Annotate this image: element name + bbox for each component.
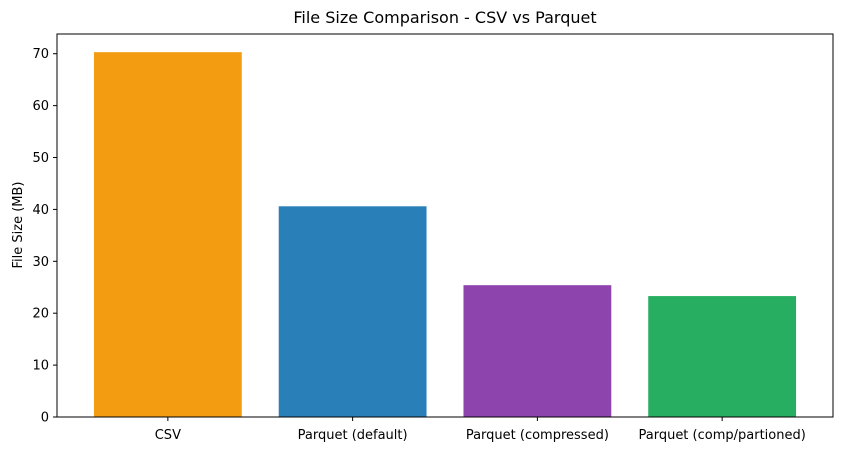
y-tick-label: 0	[41, 411, 49, 426]
y-tick-label: 30	[32, 255, 49, 270]
y-tick-label: 70	[32, 47, 49, 62]
bar-2	[463, 285, 612, 417]
x-ticks-group: CSV Parquet (default) Parquet (compressed)…	[155, 417, 806, 443]
bar-0	[93, 52, 242, 418]
y-tick-label: 60	[32, 99, 49, 114]
chart-title: File Size Comparison - CSV vs Parquet	[293, 8, 596, 27]
x-tick-label: Parquet (compressed)	[466, 428, 609, 443]
y-ticks-group: 0 10 20 30 40 50 60 70	[32, 47, 57, 426]
y-tick-label: 20	[32, 307, 49, 322]
bars-group	[93, 52, 797, 418]
bar-1	[278, 206, 427, 417]
y-tick-label: 40	[32, 203, 49, 218]
y-tick-label: 50	[32, 151, 49, 166]
x-tick-label: Parquet (comp/partioned)	[638, 428, 805, 443]
bar-3	[648, 296, 797, 417]
y-tick-label: 10	[32, 359, 49, 374]
y-axis-label: File Size (MB)	[11, 182, 26, 269]
x-tick-label: CSV	[155, 428, 181, 443]
x-tick-label: Parquet (default)	[298, 428, 408, 443]
plot-frame	[56, 33, 834, 418]
